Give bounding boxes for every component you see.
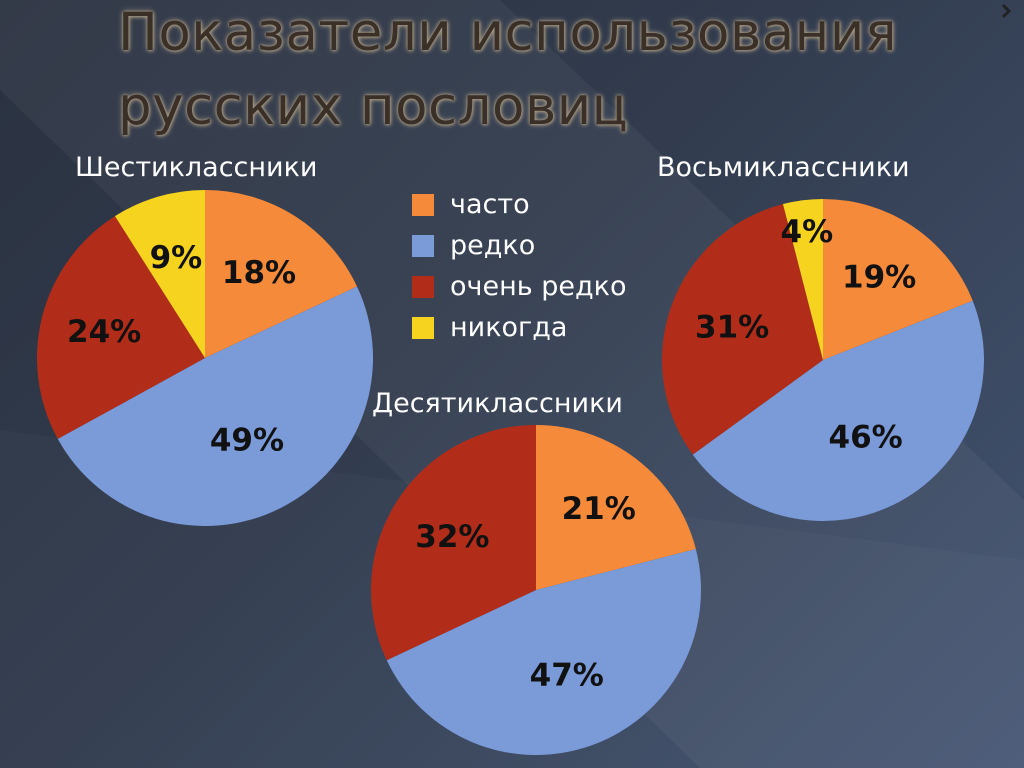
data-label-rarely: 46% [829,420,903,456]
chart-title-sixth-grade: Шестиклассники [75,152,318,183]
data-label-very-rarely: 31% [695,309,769,345]
legend-label-often: часто [450,189,530,220]
pie-eighth-grade: 19% 46% 31% 4% [662,199,984,521]
data-label-never: 4% [781,214,834,250]
pie-slice-often [536,425,696,590]
legend-label-very-rarely: очень редко [450,271,627,302]
pie-sixth-grade: 18% 49% 24% 9% [36,190,374,527]
data-label-often: 19% [842,259,916,295]
pie-slice-very-rarely [370,425,536,661]
pie-slice-often [823,199,973,360]
pie-slice-rarely [692,300,984,521]
page-title: Показатели использования [118,2,898,63]
pie-slice-never [782,199,823,360]
pie-slice-often [205,190,358,358]
data-label-often: 21% [562,491,636,527]
legend-swatch-very-rarely [412,275,434,298]
pie-slice-very-rarely [662,204,823,455]
legend-swatch-rarely [412,234,434,257]
data-label-rarely: 49% [210,422,284,458]
legend-item-rarely: редко [412,225,626,266]
data-label-often: 18% [222,255,296,291]
pie-tenth-grade: 21% 47% 32% [370,425,701,755]
data-label-rarely: 47% [530,657,604,693]
pie-slice-very-rarely [36,216,206,439]
next-slide-icon[interactable] [1001,3,1012,19]
pie-slice-rarely [57,286,374,527]
legend-swatch-often [412,193,434,216]
chart-title-tenth-grade: Десятиклассники [372,388,623,419]
legend-label-never: никогда [450,312,568,343]
data-label-never: 9% [150,240,203,276]
legend-item-very-rarely: очень редко [412,266,626,307]
data-label-very-rarely: 24% [67,314,141,350]
legend: часто редко очень редко никогда [412,184,626,348]
pie-slice-rarely [386,548,701,755]
pie-slice-never [114,190,205,358]
page-subtitle: русских пословиц [118,76,629,137]
legend-item-often: часто [412,184,626,225]
legend-swatch-never [412,316,434,339]
legend-item-never: никогда [412,307,626,348]
chart-title-eighth-grade: Восьмиклассники [657,152,910,183]
legend-label-rarely: редко [450,230,536,261]
data-label-very-rarely: 32% [415,519,489,555]
